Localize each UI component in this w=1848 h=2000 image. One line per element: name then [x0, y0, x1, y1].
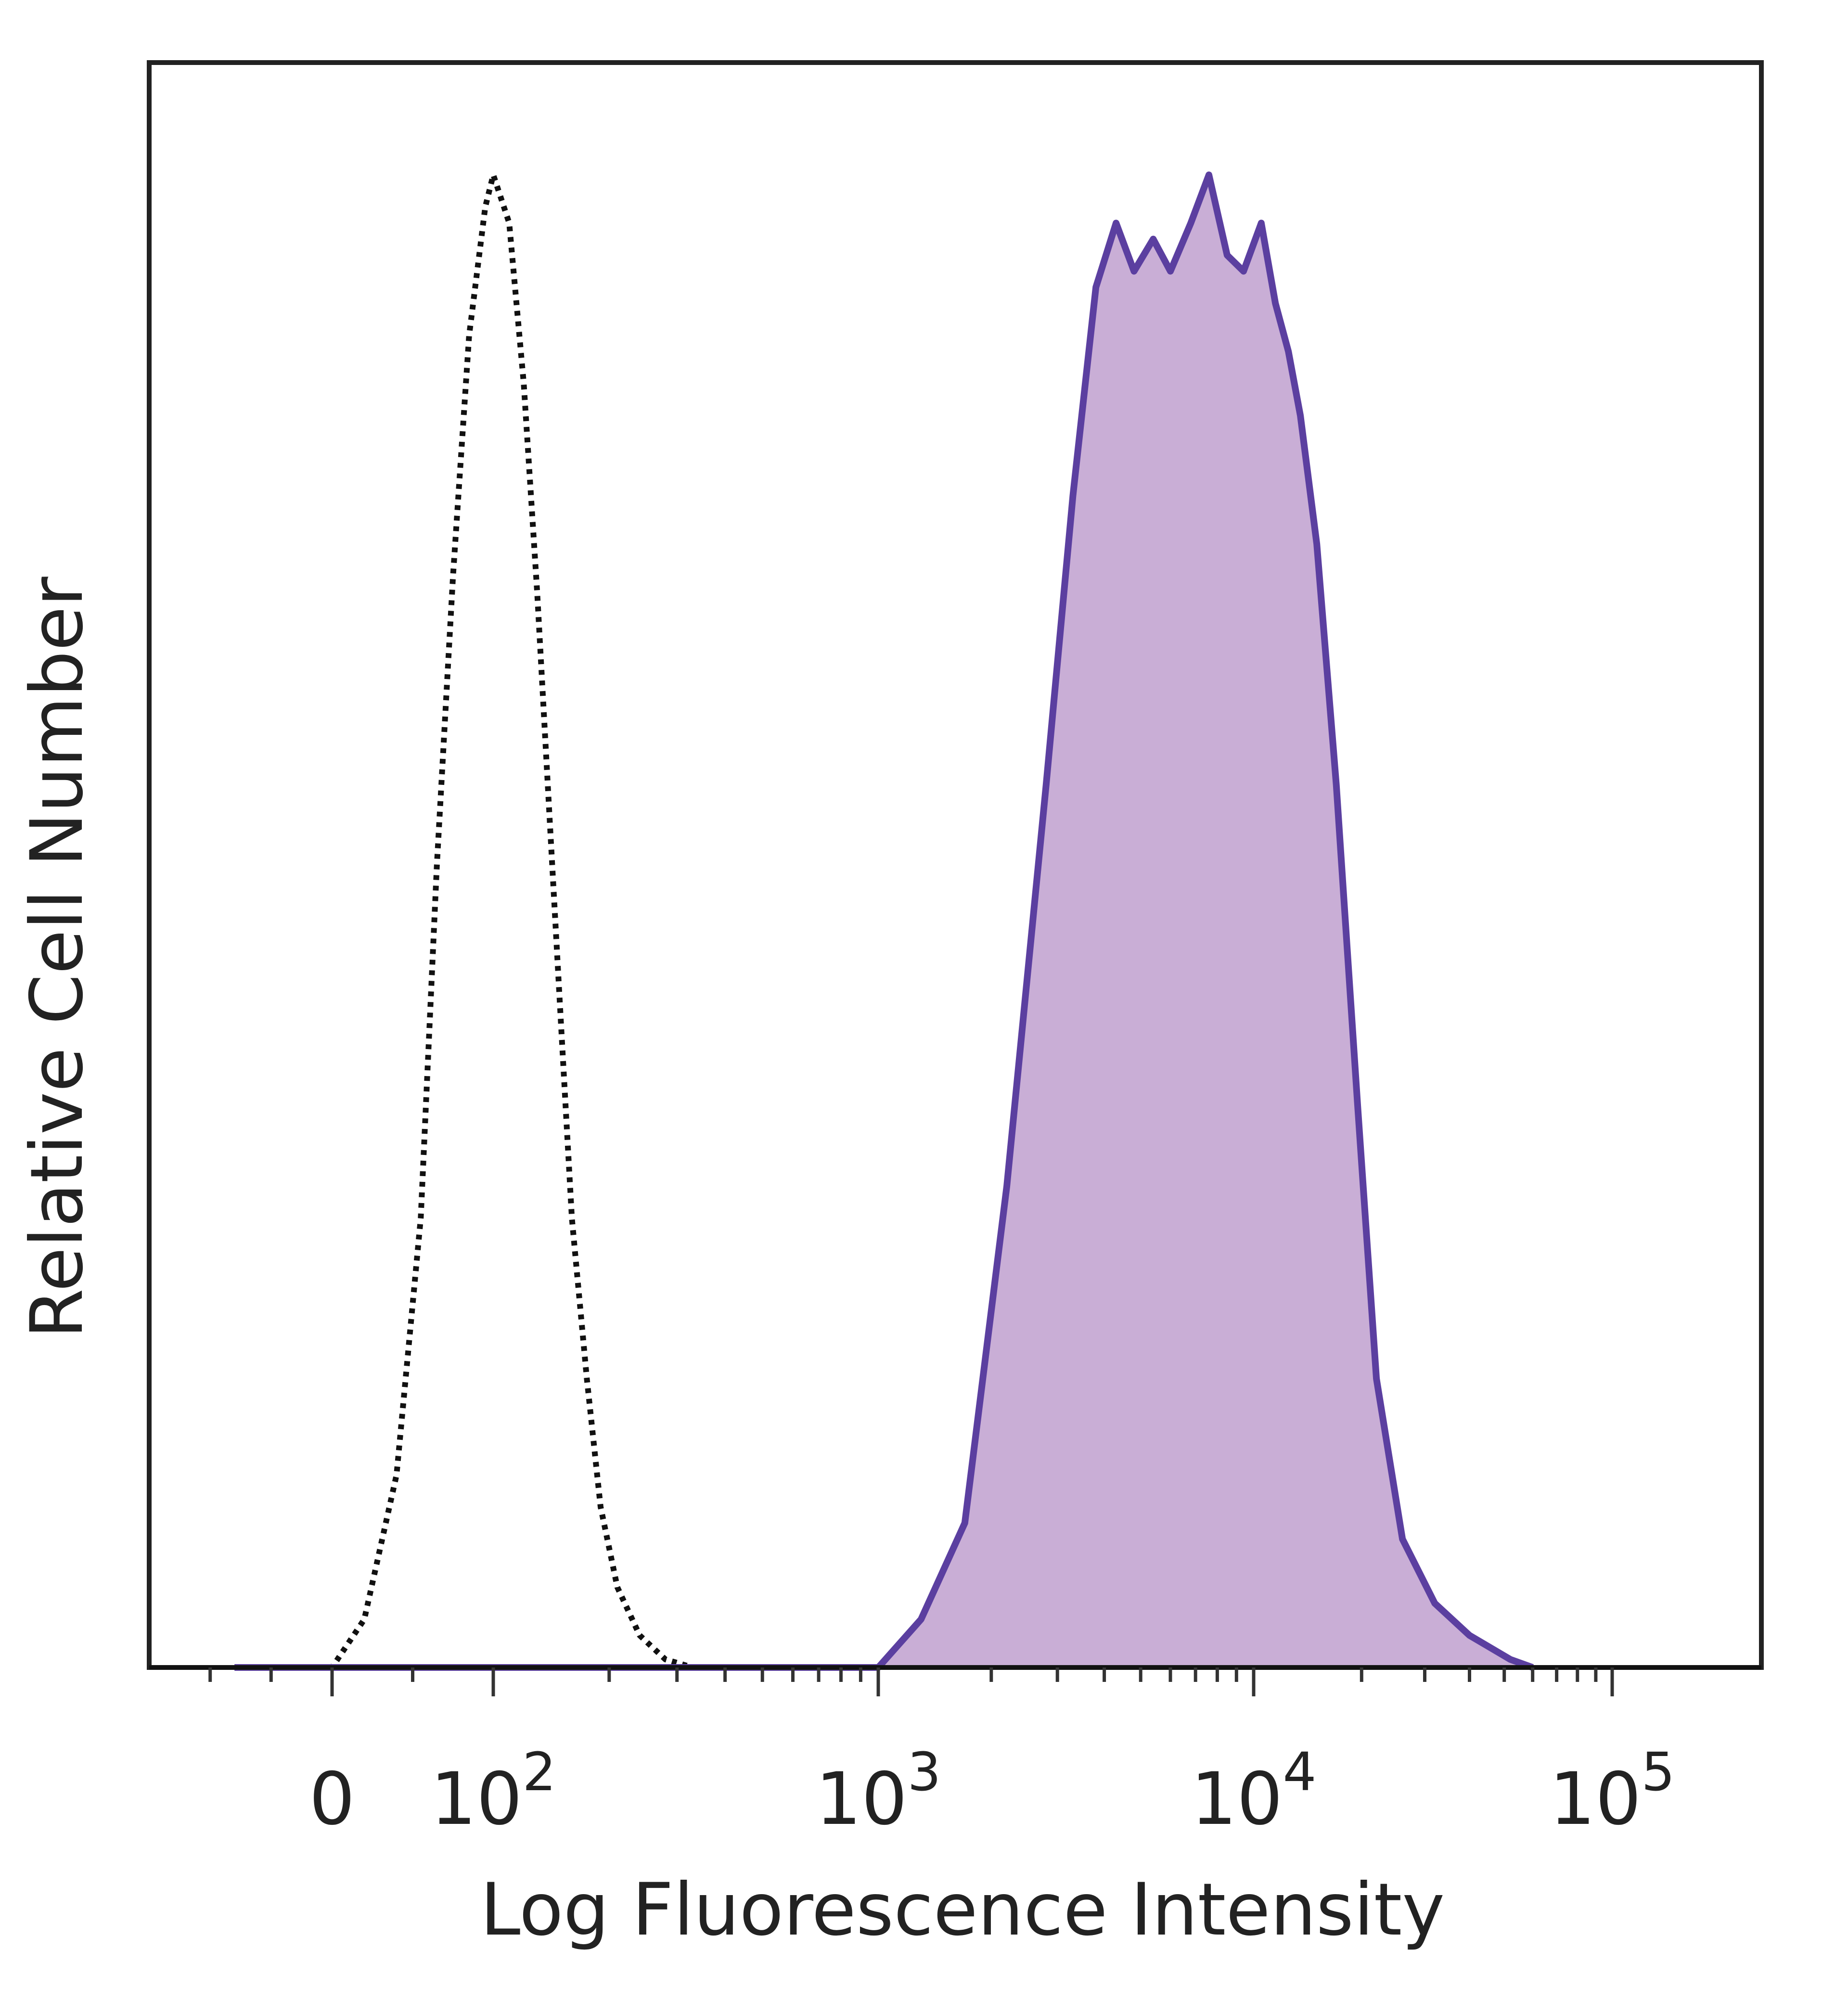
x-tick-label-base: 10 — [1191, 1757, 1283, 1841]
x-tick-label-exponent: 4 — [1283, 1741, 1316, 1803]
x-tick-label: 105 — [1550, 1741, 1675, 1841]
x-tick-label: 104 — [1191, 1741, 1317, 1841]
x-tick-label-layer: 0 102 103 104 105 — [309, 1741, 1675, 1841]
y-axis-label: Relative Cell Number — [15, 577, 99, 1339]
x-tick-label-exponent: 5 — [1641, 1741, 1675, 1803]
x-tick-layer — [208, 1667, 1614, 1696]
x-tick-label-base: 10 — [1550, 1757, 1642, 1841]
series-layer — [234, 171, 1534, 1671]
x-tick-label-base: 10 — [816, 1757, 908, 1841]
x-tick-label-exponent: 3 — [907, 1741, 941, 1803]
x-axis-label: Log Fluorescence Intensity — [480, 1868, 1445, 1952]
x-tick-label-base: 10 — [431, 1757, 523, 1841]
x-tick-label: 0 — [309, 1757, 355, 1841]
series-1-line — [234, 171, 1534, 1671]
series-1-fill — [234, 175, 1533, 1668]
x-tick-label-base: 0 — [309, 1757, 355, 1841]
x-tick-label-exponent: 2 — [522, 1741, 556, 1803]
x-tick-label: 102 — [431, 1741, 556, 1841]
x-tick-label: 103 — [816, 1741, 941, 1841]
